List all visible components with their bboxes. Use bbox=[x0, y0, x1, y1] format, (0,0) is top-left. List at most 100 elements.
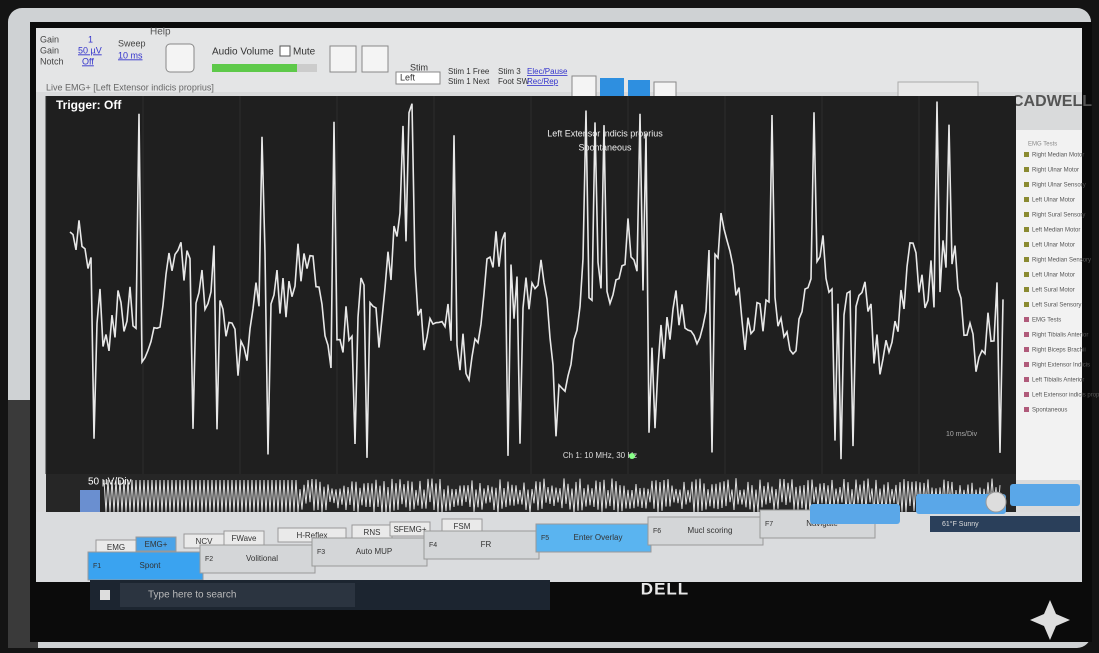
list-icon bbox=[1024, 407, 1029, 412]
sidebar-item[interactable]: Right Biceps Brachii bbox=[1032, 348, 1086, 354]
window-title: Live EMG+ [Left Extensor indicis propriu… bbox=[46, 82, 214, 92]
icon-button[interactable] bbox=[330, 46, 356, 72]
scale-label: 50 µV/Div bbox=[88, 477, 132, 488]
function-key-number: F6 bbox=[653, 528, 661, 535]
muscle-name: Left Extensor indicis proprius bbox=[547, 128, 663, 138]
list-icon bbox=[1024, 182, 1029, 187]
sidebar-item[interactable]: EMG Tests bbox=[1032, 318, 1061, 324]
function-key-label: Volitional bbox=[246, 554, 278, 563]
slider[interactable] bbox=[1010, 484, 1080, 506]
tab-label: RNS bbox=[364, 528, 381, 537]
stim-label: Stim bbox=[410, 62, 428, 72]
list-icon bbox=[1024, 227, 1029, 232]
tab-label: EMG bbox=[107, 543, 125, 552]
menu-help[interactable]: Help bbox=[150, 27, 171, 38]
sidebar-item[interactable]: Right Sural Sensory bbox=[1032, 213, 1085, 219]
stim-side: Left bbox=[400, 72, 416, 82]
brand: CADWELL bbox=[1012, 93, 1092, 110]
trace-mode: Spontaneous bbox=[578, 142, 632, 152]
tab-label: SFEMG+ bbox=[393, 525, 426, 534]
list-icon bbox=[1024, 152, 1029, 157]
monitor-brand: DELL bbox=[641, 579, 689, 598]
sweep-value[interactable]: 10 ms bbox=[118, 50, 143, 60]
function-key-number: F7 bbox=[765, 521, 773, 528]
volume-bar[interactable] bbox=[212, 64, 297, 72]
stim3[interactable]: Stim 3 bbox=[498, 67, 521, 76]
gain2-label: Gain bbox=[40, 45, 59, 55]
list-icon bbox=[1024, 287, 1029, 292]
search-placeholder: Type here to search bbox=[148, 590, 236, 601]
notch-value[interactable]: Off bbox=[82, 56, 94, 66]
sidebar-item[interactable]: Right Extensor Indicis bbox=[1032, 363, 1090, 369]
function-key-label: Spont bbox=[140, 561, 162, 570]
sidebar-item[interactable]: Right Median Sensory bbox=[1032, 258, 1091, 264]
tab-label: FWave bbox=[231, 534, 257, 543]
knob[interactable] bbox=[986, 492, 1006, 512]
function-key-number: F4 bbox=[429, 542, 437, 549]
list-icon bbox=[1024, 317, 1029, 322]
function-key-number: F5 bbox=[541, 535, 549, 542]
list-icon bbox=[1024, 392, 1029, 397]
sidebar-item[interactable]: Right Median Motor bbox=[1032, 153, 1084, 159]
sidebar-item[interactable]: Left Sural Sensory bbox=[1032, 303, 1081, 309]
sidebar-item[interactable]: Left Ulnar Motor bbox=[1032, 243, 1075, 249]
list-icon bbox=[1024, 212, 1029, 217]
list-icon bbox=[1024, 197, 1029, 202]
sidebar-item[interactable]: Spontaneous bbox=[1032, 408, 1067, 414]
function-key-label: Enter Overlay bbox=[574, 533, 623, 542]
function-key-label: Mucl scoring bbox=[688, 526, 733, 535]
function-key-number: F1 bbox=[93, 563, 101, 570]
gain2-value[interactable]: 50 µV bbox=[78, 45, 102, 55]
icon-button[interactable] bbox=[362, 46, 388, 72]
volume-track bbox=[297, 64, 317, 72]
sidebar-item[interactable]: Left Ulnar Motor bbox=[1032, 273, 1075, 279]
list-icon bbox=[1024, 377, 1029, 382]
function-key-number: F2 bbox=[205, 556, 213, 563]
slider[interactable] bbox=[810, 504, 900, 524]
sidebar-item[interactable]: Right Ulnar Sensory bbox=[1032, 183, 1086, 189]
start-button[interactable] bbox=[100, 590, 110, 600]
gain-label: Gain bbox=[40, 34, 59, 44]
stim1-free[interactable]: Stim 1 Free bbox=[448, 67, 490, 76]
function-key-label: Auto MUP bbox=[356, 547, 392, 556]
sidebar-item[interactable]: Left Tibialis Anterior bbox=[1032, 378, 1084, 384]
sidebar-item[interactable]: Left Median Motor bbox=[1032, 228, 1080, 234]
list-icon bbox=[1024, 302, 1029, 307]
foot-sw[interactable]: Foot SW bbox=[498, 77, 530, 86]
trigger-status: Trigger: Off bbox=[56, 98, 122, 112]
list-icon bbox=[1024, 167, 1029, 172]
icon-button[interactable] bbox=[166, 44, 194, 72]
list-icon bbox=[1024, 362, 1029, 367]
mute-checkbox[interactable] bbox=[280, 46, 290, 56]
stim1-next[interactable]: Stim 1 Next bbox=[448, 77, 490, 86]
elec-pause[interactable]: Elec/Pause bbox=[527, 67, 568, 76]
gain-value[interactable]: 1 bbox=[88, 34, 93, 44]
mute-label: Mute bbox=[293, 47, 316, 58]
tab-label: FSM bbox=[454, 522, 471, 531]
photo: Help Gain 1 Gain 50 µV Notch Off Sweep 1… bbox=[0, 0, 1099, 653]
status-dot bbox=[629, 453, 635, 459]
icon-group[interactable] bbox=[898, 82, 978, 98]
audio-volume: Audio Volume bbox=[212, 47, 274, 58]
sweep-label: Sweep bbox=[118, 38, 146, 48]
tab-label: EMG+ bbox=[145, 540, 168, 549]
notch-label: Notch bbox=[40, 56, 64, 66]
page: Help Gain 1 Gain 50 µV Notch Off Sweep 1… bbox=[0, 0, 1099, 653]
sidebar-item[interactable]: Right Tibialis Anterior bbox=[1032, 333, 1088, 339]
channel-info: Ch 1: 10 MHz, 30 Hz bbox=[563, 451, 637, 460]
sidebar-title: EMG Tests bbox=[1028, 142, 1057, 148]
list-icon bbox=[1024, 242, 1029, 247]
sidebar-item[interactable]: Right Ulnar Motor bbox=[1032, 168, 1079, 174]
list-icon bbox=[1024, 257, 1029, 262]
sidebar-item[interactable]: Left Ulnar Motor bbox=[1032, 198, 1075, 204]
rec-rep[interactable]: Rec/Rep bbox=[527, 77, 559, 86]
list-icon bbox=[1024, 347, 1029, 352]
sweep-div: 10 ms/Div bbox=[946, 431, 978, 438]
function-key-number: F3 bbox=[317, 549, 325, 556]
sidebar-item[interactable]: Left Sural Motor bbox=[1032, 288, 1075, 294]
weather: 61°F Sunny bbox=[942, 520, 979, 528]
sidebar-item[interactable]: Left Extensor indicis proprius bbox=[1032, 393, 1099, 399]
list-icon bbox=[1024, 272, 1029, 277]
list-icon bbox=[1024, 332, 1029, 337]
function-key-label: FR bbox=[481, 540, 492, 549]
